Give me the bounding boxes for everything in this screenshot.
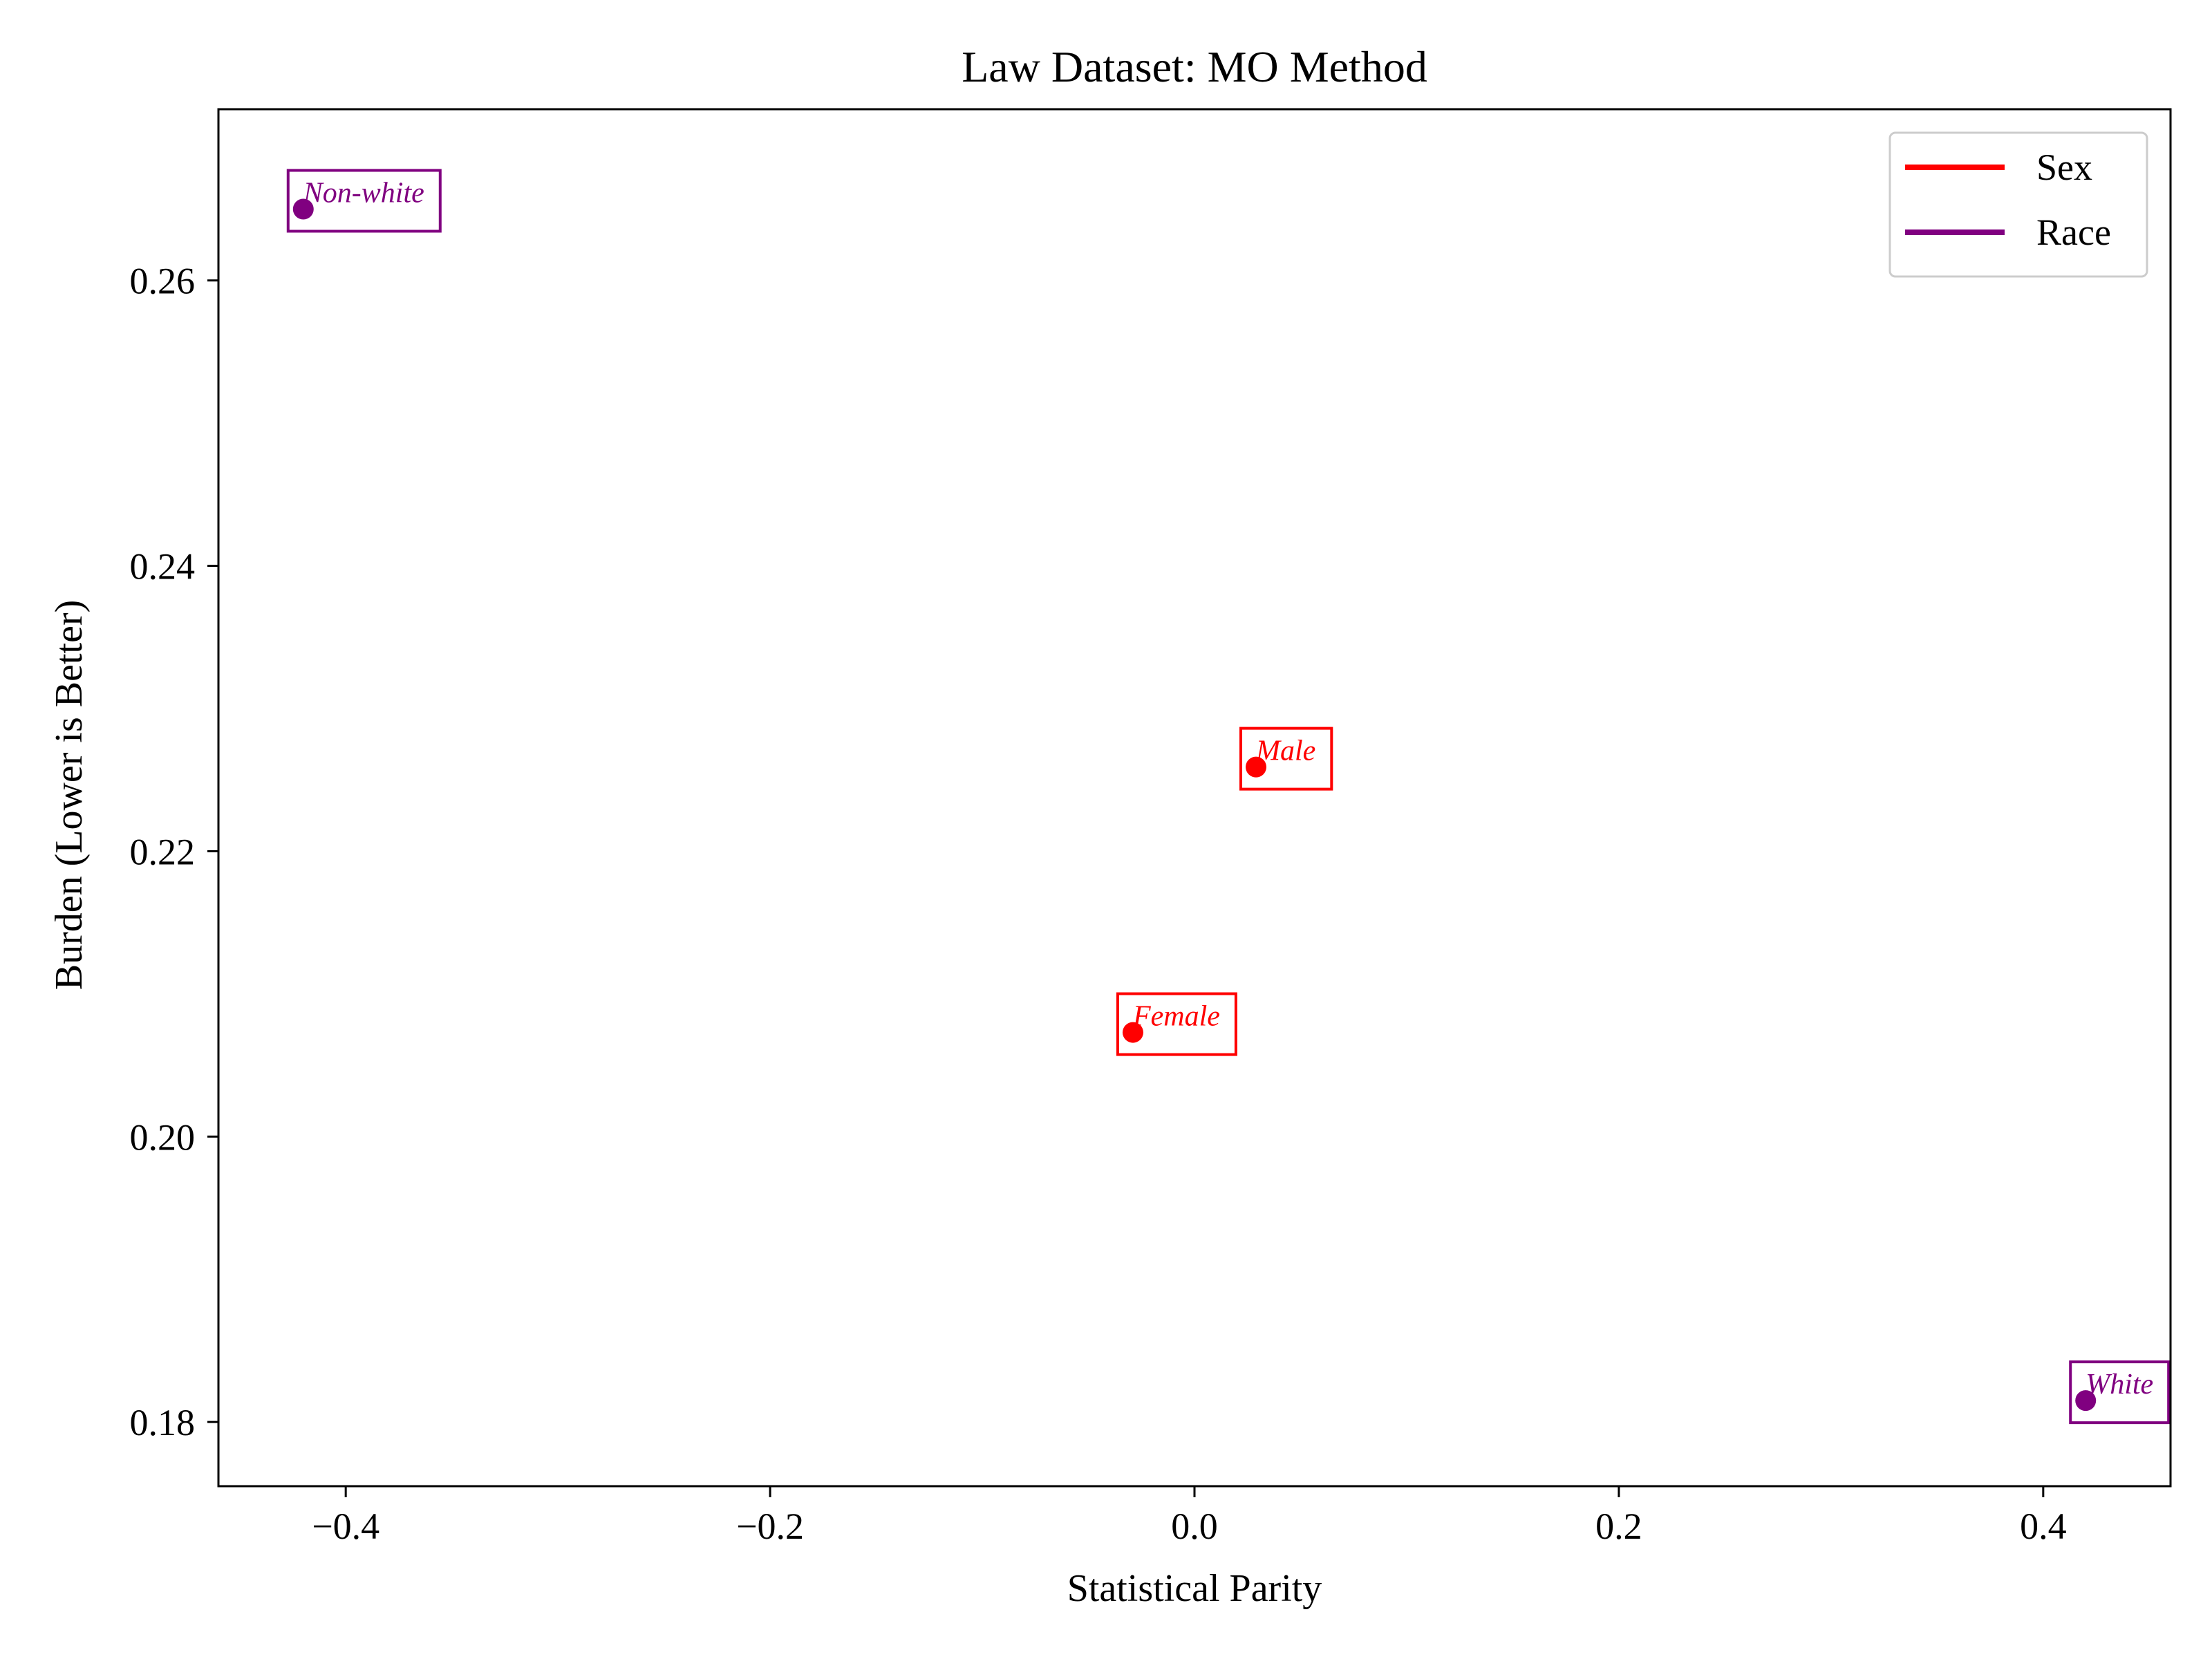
data-point bbox=[1246, 756, 1267, 778]
legend-frame bbox=[1888, 131, 2148, 278]
data-point bbox=[2075, 1390, 2097, 1412]
legend-label: Sex bbox=[2036, 147, 2092, 188]
point-label: Female bbox=[1132, 1001, 1220, 1033]
y-tick-label: 0.24 bbox=[130, 546, 196, 588]
legend: Sex Race bbox=[1888, 131, 2148, 278]
axes: −0.4 −0.2 0.0 0.2 0.4 0.18 0.20 0.22 0.24 0.26 bbox=[130, 108, 2172, 1547]
data-point bbox=[1122, 1022, 1143, 1043]
y-axis-label: Burden (Lower is Better) bbox=[48, 600, 91, 990]
x-tick-label: 0.2 bbox=[1595, 1506, 1642, 1547]
legend-label: Race bbox=[2036, 212, 2111, 253]
plot-area: Male Female Non-white White bbox=[286, 169, 2171, 1425]
point-label: Male bbox=[1255, 735, 1315, 767]
y-tick-label: 0.26 bbox=[130, 261, 196, 302]
y-tick-label: 0.22 bbox=[130, 831, 196, 872]
point-label-box bbox=[2069, 1360, 2171, 1425]
x-tick-label: −0.2 bbox=[736, 1506, 804, 1547]
point-label: Non-white bbox=[303, 177, 424, 209]
x-tick-label: 0.0 bbox=[1171, 1506, 1218, 1547]
point-label-box bbox=[1239, 727, 1333, 791]
point-label: White bbox=[2086, 1369, 2153, 1400]
x-tick-label: −0.4 bbox=[312, 1506, 379, 1547]
x-tick-label: 0.4 bbox=[2020, 1506, 2067, 1547]
y-tick-label: 0.20 bbox=[130, 1116, 196, 1158]
x-axis-label: Statistical Parity bbox=[1067, 1567, 1322, 1610]
point-label-box bbox=[286, 169, 442, 233]
y-tick-label: 0.18 bbox=[130, 1402, 196, 1443]
chart-title: Law Dataset: MO Method bbox=[962, 42, 1427, 91]
point-label-box bbox=[1116, 992, 1237, 1056]
data-point bbox=[292, 198, 314, 220]
